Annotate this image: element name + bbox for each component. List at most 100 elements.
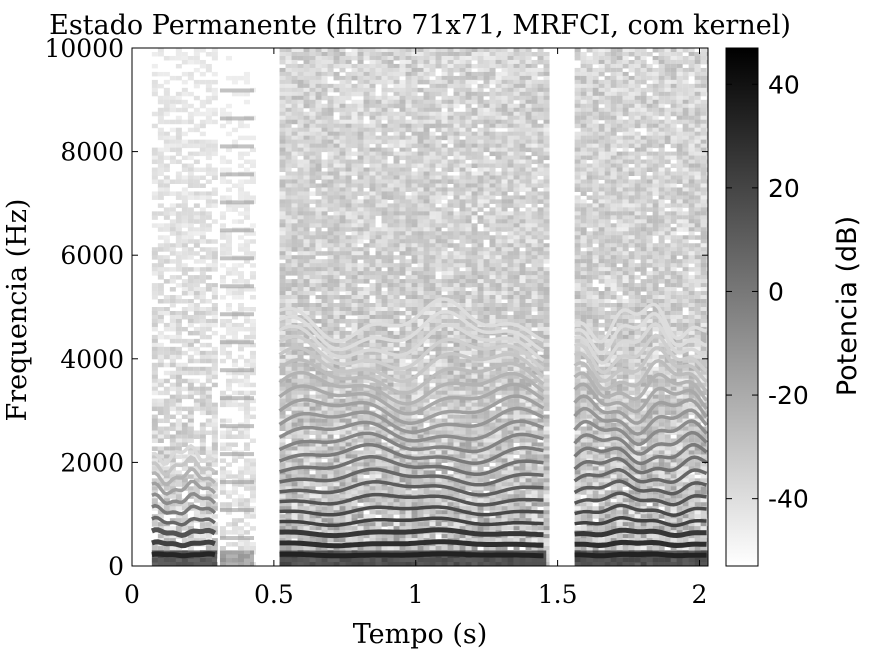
- harmonic-band: [278, 345, 545, 384]
- harmonic-band: [151, 455, 217, 477]
- harmonic-band: [278, 370, 545, 406]
- harmonic-band: [278, 358, 545, 395]
- y-axis-label: Frequencia (Hz): [2, 199, 33, 422]
- harmonic-band: [219, 284, 255, 289]
- spectrogram-segment: [219, 48, 256, 566]
- harmonic-band: [278, 406, 545, 434]
- x-axis-ticks: 0 0.5 1 1.5 2: [124, 48, 707, 609]
- harmonic-band: [219, 480, 255, 485]
- y-tick-label: 8000: [60, 138, 124, 167]
- harmonic-band: [279, 480, 544, 497]
- harmonic-band: [279, 527, 544, 539]
- low-frequency-energy: [219, 550, 255, 566]
- harmonic-band: [278, 323, 545, 362]
- y-tick-label: 4000: [60, 345, 124, 374]
- colorbar-label: Potencia (dB): [832, 216, 863, 396]
- low-frequency-energy: [574, 550, 708, 566]
- harmonic-band: [219, 396, 255, 401]
- x-tick-label: 1.5: [538, 580, 578, 609]
- harmonic-band: [573, 419, 708, 447]
- harmonic-band: [279, 297, 545, 344]
- colorbar-tick-label: 40: [768, 70, 800, 99]
- harmonic-band: [278, 394, 545, 425]
- harmonic-band: [278, 431, 544, 454]
- harmonic-band: [219, 508, 255, 513]
- harmonic-band: [219, 312, 255, 317]
- low-frequency-energy: [151, 550, 218, 566]
- harmonic-band: [219, 368, 255, 373]
- colorbar: 40 20 0 -20 -40: [725, 47, 809, 567]
- harmonic-band: [573, 491, 707, 507]
- chart-title: Estado Permanente (filtro 71x71, MRFCI, …: [49, 10, 791, 41]
- plot-frame: [131, 47, 709, 567]
- harmonic-band: [279, 492, 544, 507]
- harmonic-band: [573, 333, 708, 375]
- spectrogram-image: [150, 48, 708, 566]
- harmonic-band: [573, 468, 708, 485]
- x-tick-label: 2: [692, 580, 708, 609]
- harmonic-band: [219, 200, 255, 205]
- colorbar-tick-label: -40: [768, 485, 809, 514]
- harmonic-band: [279, 539, 544, 549]
- colorbar-gradient: [725, 47, 759, 567]
- y-axis-ticks: 0 2000 4000 6000 8000 10000: [44, 34, 708, 581]
- harmonic-band: [219, 228, 255, 233]
- harmonic-band: [574, 516, 707, 528]
- harmonic-band: [219, 172, 255, 177]
- colorbar-ticks: 40 20 0 -20 -40: [726, 70, 809, 514]
- harmonic-band: [574, 322, 708, 365]
- harmonic-band: [151, 443, 216, 467]
- y-tick-label: 0: [108, 552, 124, 581]
- harmonic-band: [574, 302, 707, 344]
- plot-area: 0 0.5 1 1.5 2 0 2000 4000 6000 8000 10000: [44, 34, 709, 609]
- harmonic-band: [219, 340, 255, 345]
- y-tick-label: 6000: [60, 241, 124, 270]
- harmonic-band: [279, 455, 544, 477]
- spectrogram-segment: [573, 48, 708, 566]
- harmonic-band: [151, 515, 216, 527]
- harmonic-band: [574, 503, 707, 517]
- harmonic-band: [151, 467, 217, 487]
- colorbar-tick-label: -20: [768, 381, 809, 410]
- harmonic-band: [573, 358, 708, 393]
- harmonic-band: [219, 88, 255, 93]
- harmonic-band: [573, 371, 708, 402]
- harmonic-band: [219, 116, 255, 121]
- harmonic-band: [574, 527, 707, 539]
- harmonic-band: [279, 516, 544, 528]
- harmonic-band: [574, 312, 708, 355]
- harmonic-band: [278, 334, 545, 371]
- harmonic-band: [151, 503, 217, 516]
- harmonic-band: [151, 491, 217, 506]
- harmonic-band: [219, 256, 255, 261]
- harmonic-band: [573, 394, 708, 425]
- x-axis-label: Tempo (s): [353, 619, 488, 650]
- x-tick-label: 0.5: [254, 580, 294, 609]
- harmonic-band: [278, 309, 545, 353]
- harmonic-band: [151, 539, 216, 549]
- harmonic-band: [219, 144, 255, 149]
- harmonic-band: [150, 527, 217, 538]
- colorbar-tick-label: 20: [768, 174, 800, 203]
- harmonic-band: [279, 467, 544, 487]
- harmonic-band: [151, 479, 217, 496]
- y-tick-label: 10000: [44, 34, 124, 63]
- harmonic-band: [278, 419, 545, 443]
- harmonic-band: [573, 406, 708, 436]
- harmonic-band: [573, 479, 708, 496]
- harmonic-band: [279, 505, 544, 517]
- x-tick-label: 1: [408, 580, 424, 609]
- harmonic-band: [573, 430, 708, 456]
- harmonic-band: [573, 346, 708, 384]
- harmonic-band: [573, 382, 708, 414]
- colorbar-tick-label: 0: [768, 277, 784, 306]
- spectrogram-segment: [150, 48, 218, 566]
- harmonic-band: [573, 455, 708, 475]
- harmonic-band: [219, 536, 255, 541]
- harmonic-band: [219, 452, 255, 457]
- harmonic-band: [219, 424, 255, 429]
- spectrogram-segment: [278, 48, 550, 566]
- y-tick-label: 2000: [60, 448, 124, 477]
- low-frequency-energy: [279, 550, 547, 566]
